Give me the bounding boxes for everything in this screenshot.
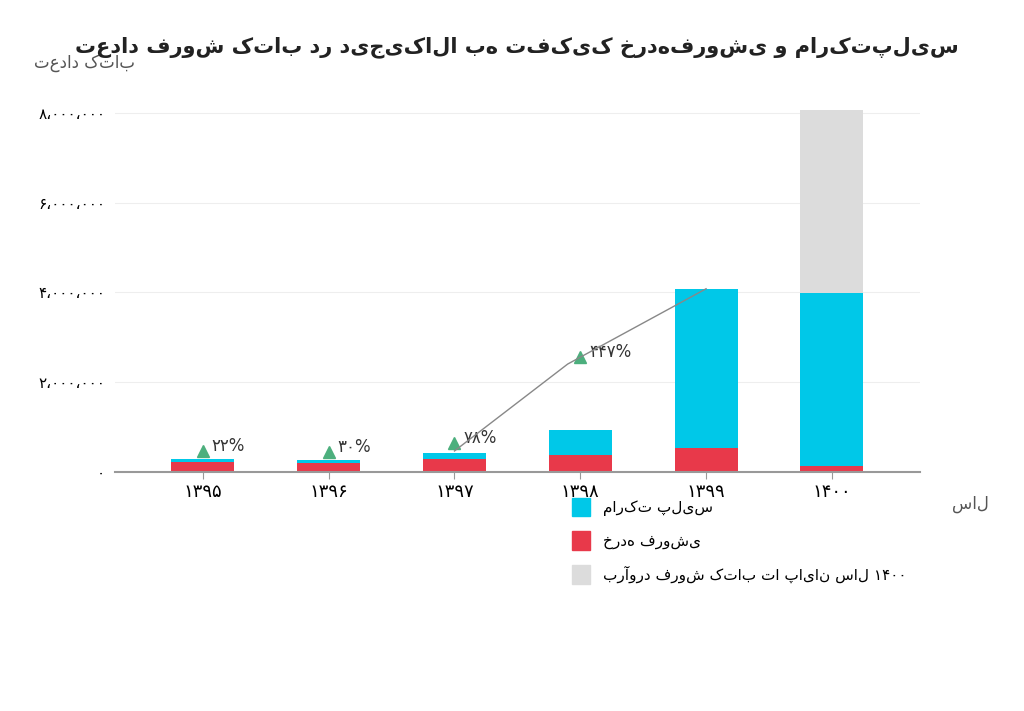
Bar	[297, 463, 360, 471]
Bar	[171, 461, 234, 471]
Bar	[549, 430, 611, 454]
Text: ۷۸%: ۷۸%	[463, 429, 497, 447]
Text: ۲۲%: ۲۲%	[212, 437, 245, 455]
Text: ۳۰%: ۳۰%	[338, 438, 371, 456]
Text: سال: سال	[952, 496, 989, 513]
Bar	[297, 460, 360, 463]
Bar	[801, 109, 863, 471]
Bar	[675, 289, 737, 448]
Bar	[423, 459, 486, 471]
Text: ۴۴۷%: ۴۴۷%	[589, 343, 632, 360]
Legend: مارکت پلیس, خرده فروشی, برآورد فروش کتاب تا پایان سال ۱۴۰۰: مارکت پلیس, خرده فروشی, برآورد فروش کتاب…	[566, 491, 912, 590]
Title: تعداد فروش کتاب در دیجی‌کالا به تفکیک خرده‌فروشی و مارکت‌پلیس: تعداد فروش کتاب در دیجی‌کالا به تفکیک خر…	[76, 36, 959, 58]
Bar	[801, 293, 863, 466]
Bar	[675, 448, 737, 471]
Bar	[801, 466, 863, 471]
Bar	[171, 459, 234, 461]
Text: تعداد کتاب: تعداد کتاب	[35, 53, 135, 72]
Bar	[423, 453, 486, 459]
Bar	[549, 454, 611, 471]
